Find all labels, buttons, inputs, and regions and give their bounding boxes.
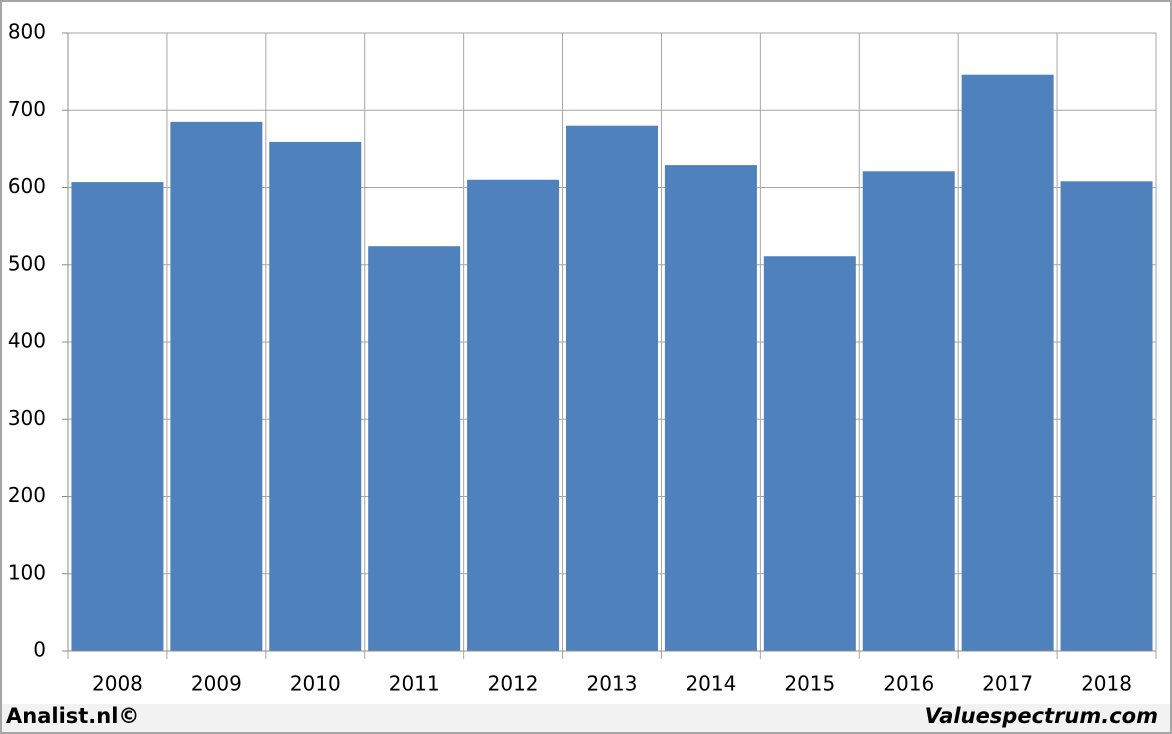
bar [467,179,560,651]
bar [862,171,955,651]
bar [170,121,263,651]
x-tick-label: 2008 [92,672,143,696]
y-tick-label: 100 [8,560,46,584]
x-tick-label: 2015 [784,672,835,696]
footer-strip [2,704,1170,732]
footer-left: Analist.nl© [6,704,139,728]
bar [269,141,362,652]
y-tick-label: 600 [8,174,46,198]
y-tick-label: 700 [8,97,46,121]
y-tick-label: 400 [8,329,46,353]
x-tick-label: 2009 [191,672,242,696]
x-tick-label: 2012 [488,672,539,696]
bar [566,125,658,651]
y-tick-label: 300 [8,406,46,430]
x-tick-label: 2017 [982,672,1033,696]
bar [1060,181,1153,651]
bar [71,182,164,651]
y-tick-label: 0 [33,638,46,662]
bar [961,74,1054,652]
bar [763,256,856,651]
bar [664,165,757,651]
x-tick-label: 2013 [587,672,638,696]
x-tick-label: 2014 [685,672,736,696]
x-tick-label: 2016 [883,672,934,696]
y-tick-label: 200 [8,483,46,507]
x-tick-label: 2010 [290,672,341,696]
y-tick-label: 500 [8,251,46,275]
bar [368,246,461,651]
x-tick-label: 2011 [389,672,440,696]
y-tick-label: 800 [8,20,46,44]
footer-right: Valuespectrum.com [925,704,1158,728]
x-tick-label: 2018 [1081,672,1132,696]
